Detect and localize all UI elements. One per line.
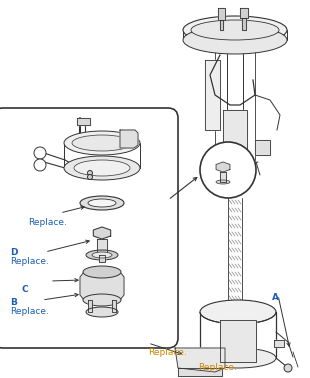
Polygon shape [175, 348, 225, 372]
Text: C: C [22, 285, 29, 294]
Text: Replace.: Replace. [28, 218, 67, 227]
Polygon shape [218, 8, 225, 20]
Text: A: A [272, 293, 279, 302]
Ellipse shape [88, 199, 116, 207]
Ellipse shape [183, 26, 287, 54]
Ellipse shape [72, 135, 132, 151]
Polygon shape [97, 239, 107, 255]
Polygon shape [255, 140, 270, 155]
FancyBboxPatch shape [0, 108, 178, 348]
Text: D: D [10, 248, 17, 257]
Polygon shape [112, 300, 116, 312]
Circle shape [87, 170, 92, 175]
Polygon shape [220, 20, 223, 30]
Polygon shape [220, 172, 226, 182]
Circle shape [200, 142, 256, 198]
Ellipse shape [64, 156, 140, 180]
Polygon shape [205, 60, 220, 130]
Polygon shape [216, 162, 230, 172]
Text: Replace.: Replace. [148, 348, 187, 357]
Polygon shape [274, 340, 284, 347]
Circle shape [284, 364, 292, 372]
Circle shape [34, 159, 46, 171]
Ellipse shape [200, 300, 276, 324]
Polygon shape [99, 255, 105, 262]
Ellipse shape [183, 16, 287, 44]
Text: Replace.: Replace. [10, 307, 49, 316]
Ellipse shape [92, 252, 112, 258]
Ellipse shape [74, 160, 130, 176]
Text: B: B [10, 298, 17, 307]
Text: Replace.: Replace. [10, 257, 49, 266]
Polygon shape [240, 8, 248, 18]
Circle shape [87, 175, 92, 180]
Ellipse shape [86, 250, 118, 260]
Polygon shape [220, 320, 256, 362]
Polygon shape [88, 300, 92, 312]
Circle shape [34, 147, 46, 159]
Ellipse shape [64, 131, 140, 155]
Ellipse shape [86, 307, 118, 317]
Polygon shape [242, 18, 246, 30]
Polygon shape [178, 368, 222, 376]
Ellipse shape [83, 266, 121, 278]
Ellipse shape [83, 294, 121, 306]
Polygon shape [93, 227, 111, 239]
Text: Replace.: Replace. [198, 363, 237, 372]
Polygon shape [223, 110, 247, 150]
Ellipse shape [80, 196, 124, 210]
Ellipse shape [216, 180, 230, 184]
Polygon shape [120, 130, 138, 148]
Ellipse shape [200, 348, 276, 368]
Polygon shape [80, 272, 124, 300]
Polygon shape [77, 118, 90, 125]
Ellipse shape [191, 20, 279, 40]
